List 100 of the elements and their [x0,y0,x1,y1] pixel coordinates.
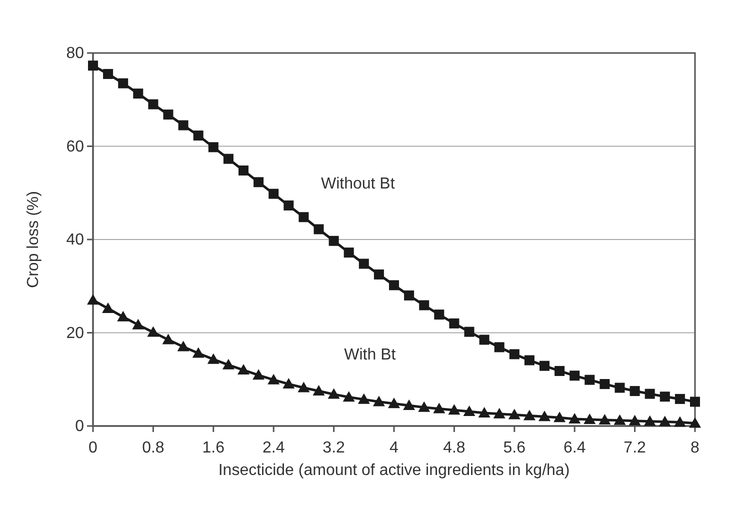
point [584,374,595,385]
point [538,410,550,422]
point [344,248,354,258]
point [434,310,444,320]
point [418,401,430,412]
y-tick-label: 20 [66,324,84,342]
point [132,318,144,330]
point [493,408,506,418]
point [523,410,536,420]
series-label: With Bt [344,346,396,364]
point [674,416,686,427]
y-tick-label: 40 [66,232,84,249]
point [554,412,566,422]
point [403,399,416,410]
x-tick-label: 0.8 [142,440,164,457]
point [238,364,250,375]
point [464,326,474,337]
point [192,347,204,358]
point [658,416,671,426]
point [644,388,655,399]
point [328,236,339,246]
point [102,302,114,314]
point [268,188,279,199]
point [147,326,160,337]
point [298,382,310,392]
point [193,130,204,141]
point [554,366,565,376]
x-tick-label: 1.6 [202,440,225,457]
point [103,68,114,79]
point [509,349,520,360]
x-tick-label: 5.6 [503,440,526,457]
point [252,369,265,380]
x-tick-label: 6.4 [563,440,586,457]
x-tick-label: 4.8 [443,440,466,457]
point [284,200,294,210]
point [223,154,234,164]
point [342,391,355,402]
point [433,402,446,414]
point [118,78,128,88]
x-tick-label: 7.2 [624,440,646,457]
point [358,393,370,404]
point [389,280,399,290]
point [207,353,220,364]
point [178,120,188,130]
point [614,382,625,393]
y-tick-label: 0 [75,418,84,436]
x-tick-label: 8 [690,440,700,457]
point [208,142,218,152]
point [540,360,550,371]
point [358,258,369,269]
point [584,413,596,424]
point [463,406,476,416]
x-axis-title: Insecticide (amount of active ingredients in kg/ha) [218,462,570,479]
point [660,392,670,402]
series-label: Without Bt [320,176,396,193]
point [133,88,144,99]
point [162,334,174,344]
point [570,370,580,381]
point [372,396,385,406]
point [448,404,460,415]
point [328,388,340,399]
point [374,269,384,280]
y-axis-title: Crop loss (%) [25,191,42,288]
point [524,355,534,366]
point [598,414,611,424]
point [88,60,98,71]
point [614,414,626,425]
point [268,374,280,384]
point [163,110,174,120]
x-tick-label: 0 [88,440,98,457]
y-tick-label: 80 [66,45,84,62]
point [314,224,324,234]
point [478,406,490,418]
point [298,212,309,222]
x-tick-label: 4 [390,440,399,457]
y-tick-label: 60 [66,138,84,156]
point [690,396,700,407]
point [630,386,640,396]
x-tick-label: 3.2 [322,440,346,457]
point [117,310,130,322]
point [404,290,414,300]
point [238,165,248,176]
point [312,385,325,396]
point [254,177,264,188]
point [644,415,656,426]
point [508,408,520,420]
point [449,318,460,328]
x-tick-label: 2.4 [262,440,285,457]
point [177,340,190,352]
point [388,398,400,408]
point [600,379,610,390]
point [479,334,490,345]
point [568,413,581,424]
point [689,417,701,428]
point [148,99,158,110]
point [494,342,504,352]
point [222,358,234,370]
point [628,414,641,426]
point [87,294,99,305]
point [282,378,295,389]
